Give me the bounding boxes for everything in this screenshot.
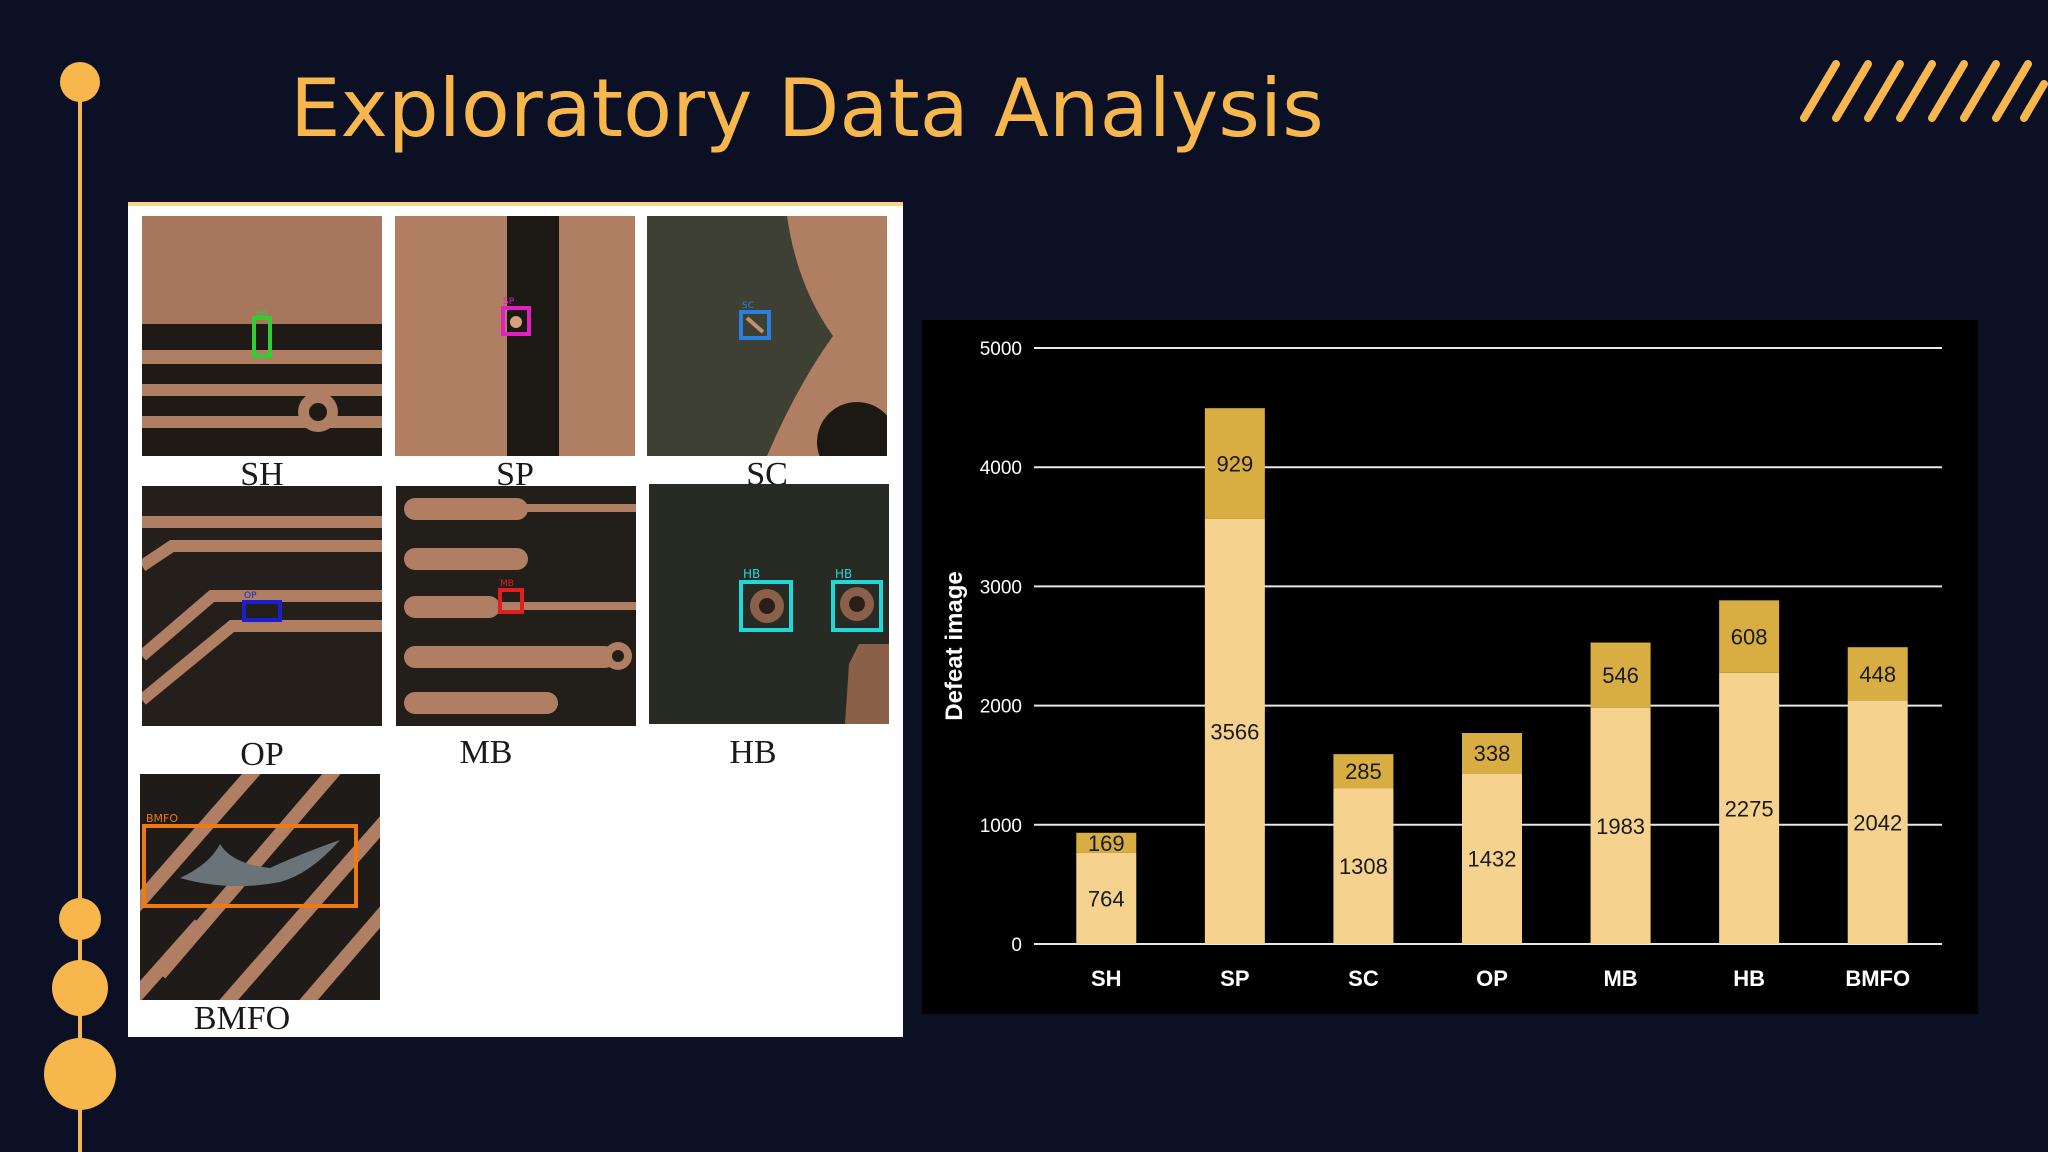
x-tick-label: SH [1091,966,1122,991]
bar-data-label: 169 [1088,831,1125,856]
bar-data-label: 1983 [1596,814,1645,839]
bar-data-label: 608 [1731,625,1768,650]
bar-segment [1333,754,1394,789]
sample-sc: SC SC [647,216,887,498]
bar-segment [1462,733,1522,774]
sample-sh: SH SH [142,216,382,498]
box-tag-hb-1: HB [743,567,760,581]
x-tick-label: SC [1348,966,1379,991]
bar-segment [1847,700,1908,944]
sample-mb: MB MB [396,486,636,776]
box-tag-bmfo: BMFO [146,812,178,825]
bar-segment [1719,600,1780,673]
bar-segment [1333,788,1394,944]
sample-image-op: OP [142,486,382,726]
x-tick-label: BMFO [1845,966,1910,991]
sample-image-hb: HB HB [649,484,889,724]
bar-data-label: 338 [1474,741,1511,766]
bar-data-label: 285 [1345,759,1382,784]
bar-data-label: 3566 [1210,719,1259,744]
bar-data-label: 448 [1859,662,1896,687]
y-tick-label: 0 [1011,935,1022,956]
sample-image-mb: MB [396,486,636,726]
sample-bmfo: BMFO BMFO [140,774,380,1040]
sample-hb: HB HB HB [649,484,889,774]
bar-segment [1076,832,1137,853]
bar-segment [1847,647,1908,701]
y-tick-label: 3000 [980,577,1022,598]
timeline-dot-medium [52,960,108,1016]
y-tick-label: 2000 [980,697,1022,718]
defect-gallery: SH SH SP SP SC SC [128,202,903,1037]
timeline-line [78,80,82,1152]
bar-data-label: 546 [1602,663,1639,688]
sample-op: OP OP [142,486,382,776]
sample-image-bmfo: BMFO [140,774,380,1000]
y-axis-label: Defeat image [941,571,968,720]
x-tick-label: OP [1476,966,1508,991]
y-tick-label: 1000 [980,816,1022,837]
box-tag-op: OP [244,591,257,601]
bar-data-label: 1308 [1339,854,1388,879]
x-tick-label: SP [1220,966,1249,991]
bar-data-label: 2042 [1853,810,1902,835]
box-tag-sc: SC [742,301,754,311]
timeline-dot-small [59,898,101,940]
sample-label-bmfo: BMFO [193,1000,291,1037]
chart-svg: 0 1000 2000 3000 4000 5000 Defeat image 764 169 S… [941,339,1942,991]
bar-segment [1462,773,1522,944]
y-tick-label: 4000 [980,458,1022,479]
x-tick-label: MB [1603,966,1637,991]
sample-image-sh: SH [142,216,382,456]
sample-image-sp: SP [395,216,635,456]
bar-data-label: 764 [1088,886,1125,911]
bar-segment [1719,672,1780,944]
sample-label-op: OP [240,736,284,773]
timeline-dot-large [44,1038,116,1110]
sample-sp: SP SP [395,216,635,498]
box-tag-mb: MB [500,579,514,589]
bar-data-label: 2275 [1725,796,1774,821]
bar-segment [1204,408,1265,519]
bar-data-label: 1432 [1468,847,1517,872]
sample-label-hb: HB [729,734,777,771]
x-tick-label: HB [1733,966,1765,991]
bar-segment [1590,707,1651,944]
sample-image-sc: SC [647,216,887,456]
defect-count-chart: 0 1000 2000 3000 4000 5000 Defeat image 764 169 S… [922,320,1978,1014]
timeline-dot-top [60,62,100,102]
bar-segment [1076,852,1137,944]
box-tag-hb-2: HB [835,567,852,581]
stripes-decoration [1800,60,2048,122]
bar-data-label: 929 [1216,452,1253,477]
box-tag-sp: SP [503,297,515,307]
box-tag-sh: SH [255,309,267,319]
bar-segment [1204,518,1265,944]
page-title: Exploratory Data Analysis [290,62,1324,155]
sample-label-mb: MB [459,734,513,771]
y-tick-label: 5000 [980,339,1022,360]
bar-segment [1590,642,1651,708]
